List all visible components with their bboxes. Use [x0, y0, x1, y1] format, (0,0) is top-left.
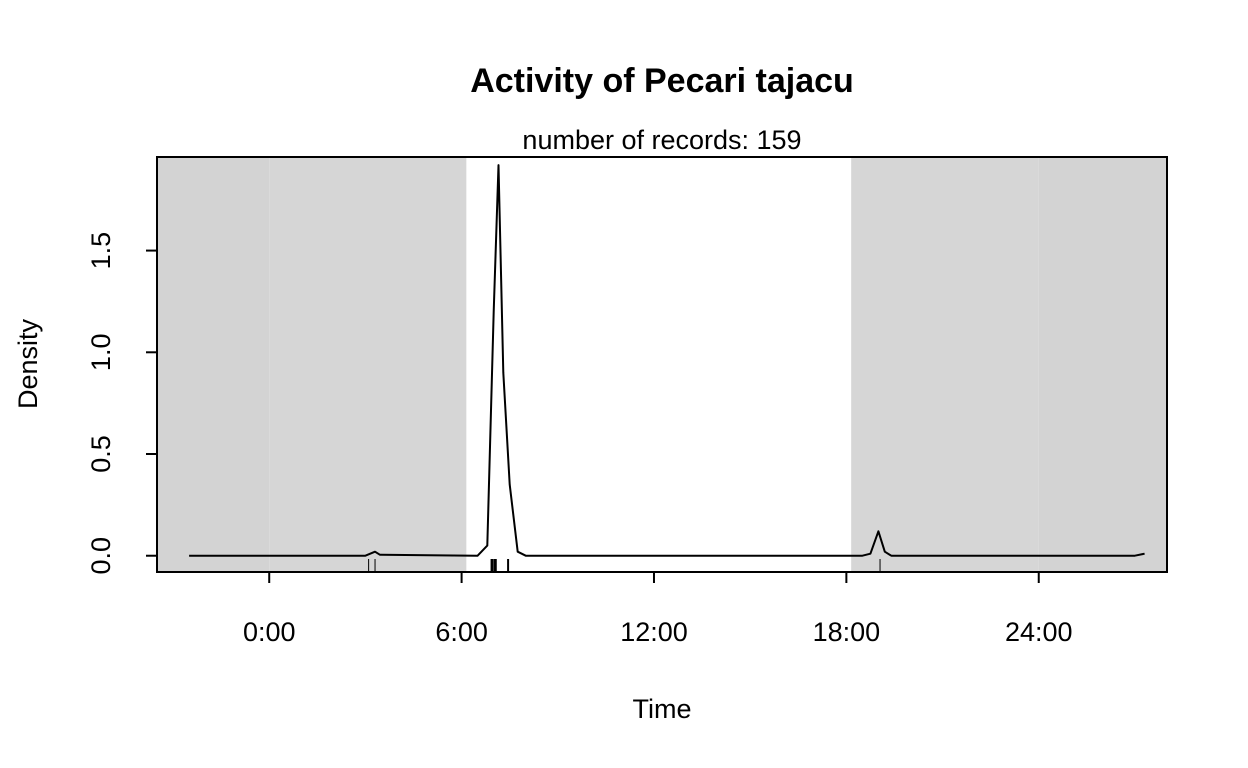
band-night-3: [851, 157, 1039, 572]
x-tick-label: 6:00: [435, 617, 488, 647]
band-night-0: [157, 157, 270, 572]
x-axis-label: Time: [633, 694, 692, 724]
chart-title: Activity of Pecari tajacu: [470, 62, 854, 100]
y-tick-label: 1.0: [86, 334, 116, 372]
x-tick-label: 18:00: [813, 617, 881, 647]
chart-subtitle: number of records: 159: [522, 125, 801, 155]
band-night-1: [269, 157, 467, 572]
y-axis: 0.0 0.5 1.0 1.5: [86, 232, 157, 575]
density-line: [189, 164, 1145, 557]
band-day-2: [466, 157, 852, 572]
x-axis: 0:00 6:00 12:00 18:00 24:00: [243, 572, 1073, 647]
density-curves: [189, 164, 1145, 557]
y-tick-label: 0.0: [86, 537, 116, 575]
plot-frame: [156, 156, 1168, 573]
band-night-4: [1038, 157, 1167, 572]
y-tick-label: 1.5: [86, 232, 116, 270]
y-tick-label: 0.5: [86, 435, 116, 473]
rug-marks: [368, 559, 881, 572]
x-tick-label: 24:00: [1005, 617, 1073, 647]
x-tick-label: 12:00: [620, 617, 688, 647]
y-axis-label: Density: [13, 318, 43, 409]
day-night-bands: [157, 157, 1167, 572]
x-tick-label: 0:00: [243, 617, 296, 647]
